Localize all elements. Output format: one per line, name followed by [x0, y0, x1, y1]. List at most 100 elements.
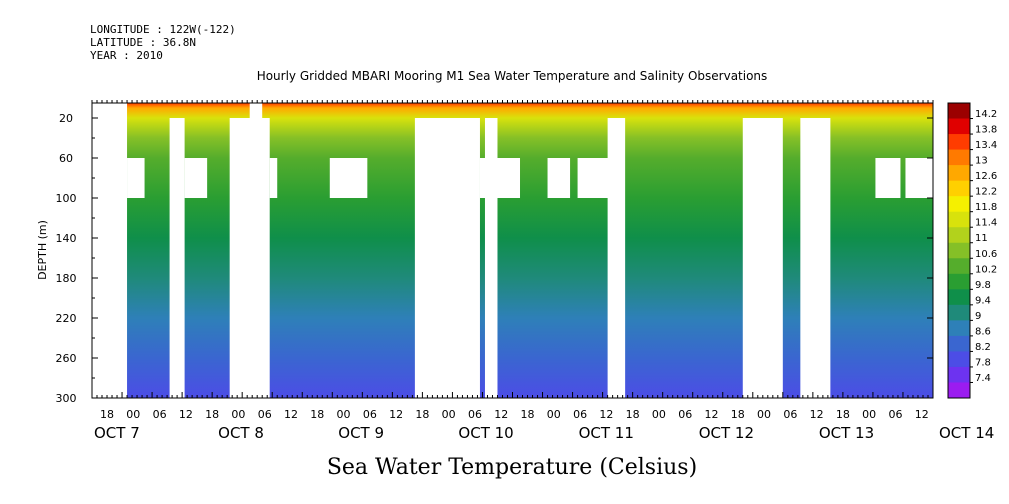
missing-data-gap: [607, 118, 626, 398]
colorbar-swatch: [948, 289, 970, 306]
colorbar-label: 8.6: [975, 326, 991, 337]
x-hour-label: 06: [363, 408, 377, 421]
x-date-label: OCT 12: [699, 424, 754, 442]
x-hour-label: 06: [468, 408, 482, 421]
x-hour-label: 12: [810, 408, 824, 421]
y-tick-label: 100: [56, 192, 77, 205]
colorbar-label: 11: [975, 233, 988, 244]
colorbar-swatch: [948, 134, 970, 151]
y-tick-label: 60: [59, 152, 73, 165]
colorbar-swatch: [948, 118, 970, 135]
colorbar-swatch: [948, 103, 970, 120]
chart-title: Hourly Gridded MBARI Mooring M1 Sea Wate…: [257, 69, 768, 83]
x-hour-label: 06: [783, 408, 797, 421]
x-date-label: OCT 14: [939, 424, 994, 442]
y-tick-label: 20: [59, 112, 73, 125]
colorbar-swatch: [948, 242, 970, 259]
x-hour-label: 12: [284, 408, 298, 421]
x-hour-label: 06: [258, 408, 272, 421]
colorbar-label: 11.8: [975, 202, 997, 213]
y-axis: 20 60 100 140 180 220 260 300: [56, 112, 933, 405]
colorbar-swatch: [948, 227, 970, 244]
y-tick-label: 300: [56, 392, 77, 405]
colorbar-label: 11.4: [975, 218, 997, 229]
x-date-label: OCT 13: [819, 424, 874, 442]
colorbar-label: 9: [975, 311, 981, 322]
colorbar-swatch: [948, 335, 970, 352]
x-date-label: OCT 10: [458, 424, 513, 442]
missing-data-gap: [127, 158, 145, 198]
colorbar: 14.2 13.8 13.4 13 12.6 12.2 11.8 11.4 11 10.6 10.2…: [947, 102, 997, 399]
missing-data-gap: [329, 158, 368, 198]
colorbar-swatch: [948, 165, 970, 182]
missing-data-gap: [249, 103, 263, 118]
missing-data-gap: [742, 118, 783, 398]
x-hour-label: 00: [231, 408, 245, 421]
x-date-label: OCT 7: [94, 424, 140, 442]
x-hour-label: 00: [757, 408, 771, 421]
missing-data-gap: [905, 158, 933, 198]
missing-data-gap: [484, 118, 498, 398]
x-hour-label: 18: [205, 408, 219, 421]
colorbar-frame: [947, 102, 971, 399]
x-hour-label: 00: [126, 408, 140, 421]
colorbar-label: 7.8: [975, 357, 991, 368]
x-hour-label: 12: [704, 408, 718, 421]
y-tick-label: 260: [56, 352, 77, 365]
missing-data-gap: [184, 158, 208, 198]
missing-data-gap: [169, 118, 185, 398]
colorbar-label: 10.6: [975, 249, 997, 260]
colorbar-swatch: [948, 149, 970, 166]
longitude-label: LONGITUDE : 122W(-122): [90, 23, 236, 36]
missing-data-gap: [875, 158, 901, 198]
x-hour-label: 00: [547, 408, 561, 421]
y-tick-label: 180: [56, 272, 77, 285]
x-date-label: OCT 9: [338, 424, 384, 442]
colorbar-swatch: [948, 351, 970, 368]
x-hour-label: 00: [862, 408, 876, 421]
x-hour-label: 18: [836, 408, 850, 421]
colorbar-swatch: [948, 258, 970, 275]
missing-data-gap: [92, 103, 128, 398]
colorbar-swatch: [948, 180, 970, 197]
colorbar-swatch: [948, 320, 970, 337]
year-label: YEAR : 2010: [90, 49, 163, 62]
colorbar-swatch: [948, 273, 970, 290]
colorbar-swatch: [948, 211, 970, 228]
latitude-label: LATITUDE : 36.8N: [90, 36, 196, 49]
x-hour-label: 00: [652, 408, 666, 421]
colorbar-swatch: [948, 304, 970, 321]
colorbar-swatch: [948, 382, 970, 399]
missing-data-gap: [414, 118, 480, 398]
x-hour-label: 12: [599, 408, 613, 421]
x-hour-label: 12: [494, 408, 508, 421]
colorbar-label: 7.4: [975, 373, 991, 384]
x-hour-label: 06: [573, 408, 587, 421]
x-axis: 18 00 06 12 18 00 06 12 18 00 06 12 18 00 06 12 18 00 06 12…: [91, 100, 994, 442]
colorbar-label: 9.4: [975, 295, 991, 306]
missing-data-gap: [269, 158, 278, 198]
x-date-label: OCT 11: [579, 424, 634, 442]
colorbar-label: 8.2: [975, 342, 991, 353]
y-axis-label: DEPTH (m): [36, 220, 49, 280]
x-hour-label: 18: [310, 408, 324, 421]
x-hour-label: 12: [179, 408, 193, 421]
x-hour-label: 18: [100, 408, 114, 421]
x-hour-label: 06: [678, 408, 692, 421]
plot-area: [92, 103, 933, 398]
x-hour-label: 00: [337, 408, 351, 421]
colorbar-swatch: [948, 366, 970, 383]
missing-data-gap: [547, 158, 571, 198]
x-hour-label: 18: [415, 408, 429, 421]
colorbar-label: 12.6: [975, 171, 997, 182]
x-hour-label: 12: [915, 408, 929, 421]
colorbar-label: 12.2: [975, 187, 997, 198]
colorbar-swatch: [948, 196, 970, 213]
colorbar-label: 9.8: [975, 280, 991, 291]
colorbar-label: 13.8: [975, 125, 997, 136]
x-hour-label: 18: [731, 408, 745, 421]
x-hour-label: 06: [153, 408, 167, 421]
y-tick-label: 220: [56, 312, 77, 325]
x-date-label: OCT 8: [218, 424, 264, 442]
x-hour-label: 18: [521, 408, 535, 421]
